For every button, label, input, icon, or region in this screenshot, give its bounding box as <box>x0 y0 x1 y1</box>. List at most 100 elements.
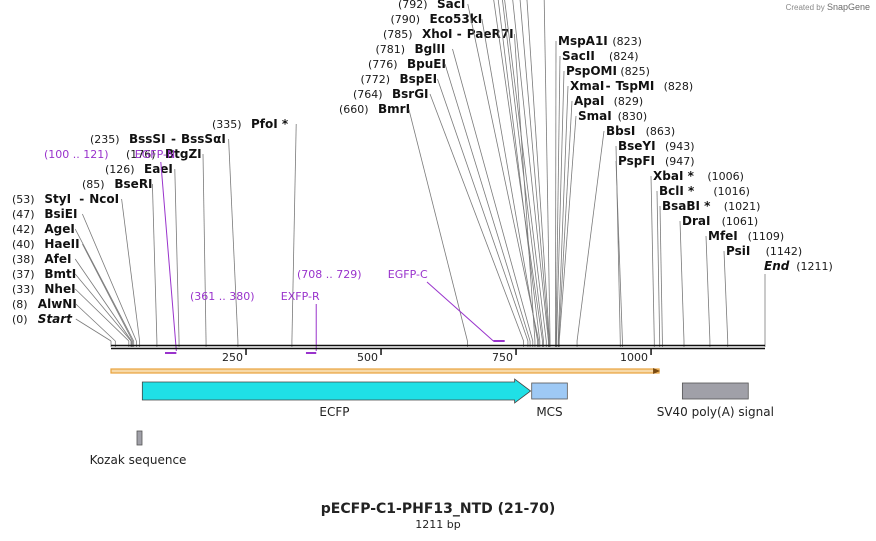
site-leader <box>75 303 116 342</box>
credit-prefix: Created by <box>785 3 825 12</box>
site-name-alt: BssSαI <box>181 132 226 146</box>
orf-bar <box>110 368 660 374</box>
site-name: AfeI <box>44 252 71 266</box>
site-position: (825) <box>620 65 650 78</box>
site-leader <box>705 235 711 342</box>
site-leader <box>82 213 137 342</box>
polya-feature-box <box>681 382 749 400</box>
site-leader <box>555 55 561 342</box>
site-position: (1109) <box>748 230 785 243</box>
ecfp-label: ECFP <box>319 405 349 419</box>
site-dash: - <box>171 132 176 146</box>
site-name-alt: NcoI <box>89 192 119 206</box>
site-position: (42) <box>12 223 35 236</box>
site-name: Start <box>38 312 73 326</box>
site-position: (38) <box>12 253 35 266</box>
site-name: PspOMI <box>566 64 617 78</box>
ecfp-feature-arrow <box>141 378 532 404</box>
site-leader <box>202 153 207 342</box>
site-name: BbsI <box>606 124 635 138</box>
site-position: (235) <box>90 133 120 146</box>
site-name: BsaBI * <box>662 199 711 213</box>
site-position: (943) <box>665 140 695 153</box>
site-leader <box>481 18 539 342</box>
site-position: (660) <box>339 103 369 116</box>
primer-range: (100 .. 121) <box>44 148 109 161</box>
site-leader <box>679 220 685 342</box>
site-position: (8) <box>12 298 28 311</box>
site-name: PfoI * <box>251 117 289 131</box>
site-position: (1016) <box>713 185 750 198</box>
site-name: XmaI <box>570 79 604 93</box>
orf-arrowhead <box>653 368 661 374</box>
site-position: (776) <box>368 58 398 71</box>
mcs-feature-box <box>531 382 568 400</box>
site-leader <box>558 115 577 342</box>
site-name: BpuEI <box>407 57 446 71</box>
site-leader <box>526 0 550 342</box>
site-position: (1211) <box>796 260 833 273</box>
site-dash: - <box>457 27 462 41</box>
site-position: (176) <box>126 148 156 161</box>
site-name: DraI <box>682 214 710 228</box>
site-position: (40) <box>12 238 35 251</box>
site-leader <box>444 63 531 342</box>
site-leader <box>174 168 180 342</box>
site-leader <box>121 198 141 342</box>
primer-range: (708 .. 729) <box>297 268 362 281</box>
site-name: BseYI <box>618 139 656 153</box>
scale-tick-label: 1000 <box>620 351 648 364</box>
site-position: (0) <box>12 313 28 326</box>
snapgene-credit: Created by SnapGene <box>786 2 870 12</box>
site-position: (764) <box>353 88 383 101</box>
site-name: EaeI <box>144 162 173 176</box>
site-name: BclI * <box>659 184 695 198</box>
site-name: HaeII <box>44 237 79 251</box>
site-leader <box>493 0 543 342</box>
site-position: (335) <box>212 118 242 131</box>
site-leader <box>408 108 468 342</box>
site-leader <box>659 205 663 342</box>
site-leader <box>74 258 132 342</box>
site-leader <box>555 40 557 342</box>
site-leader <box>467 3 540 342</box>
site-name: AlwNI <box>38 297 77 311</box>
site-position: (863) <box>646 125 676 138</box>
snapgene-logo-text: SnapGene <box>826 2 870 12</box>
site-name: BmrI <box>378 102 410 116</box>
site-leader <box>429 93 524 342</box>
primer-name: EXFP-R <box>281 290 320 303</box>
site-leader <box>75 318 112 342</box>
site-leader <box>74 273 132 342</box>
site-position: (828) <box>664 80 694 93</box>
site-leader <box>519 0 550 342</box>
site-name: BspEI <box>400 72 438 86</box>
site-name: XbaI * <box>653 169 695 183</box>
site-leader <box>228 138 239 342</box>
site-name-alt: TspMI <box>616 79 655 93</box>
site-name: End <box>764 259 790 273</box>
site-name: MfeI <box>708 229 738 243</box>
mcs-label: MCS <box>536 405 562 419</box>
site-position: (947) <box>665 155 695 168</box>
site-leader <box>512 0 549 342</box>
site-name: SacII <box>562 49 595 63</box>
site-name: XhoI <box>422 27 453 41</box>
site-position: (37) <box>12 268 35 281</box>
site-leader <box>74 228 135 342</box>
kozak-label: Kozak sequence <box>90 453 187 467</box>
site-name: BtgZI <box>165 147 202 161</box>
site-name: PspFI <box>618 154 655 168</box>
kozak-feature-box <box>136 430 143 446</box>
site-leader <box>452 48 534 342</box>
site-leader <box>74 288 130 342</box>
site-leader <box>152 183 158 342</box>
site-leader <box>557 85 569 342</box>
site-position: (790) <box>391 13 421 26</box>
site-name: BsrGI <box>392 87 429 101</box>
site-position: (1006) <box>707 170 744 183</box>
primer-name: EGFP-N <box>135 148 175 161</box>
site-leader <box>656 190 661 342</box>
site-position: (785) <box>383 28 413 41</box>
